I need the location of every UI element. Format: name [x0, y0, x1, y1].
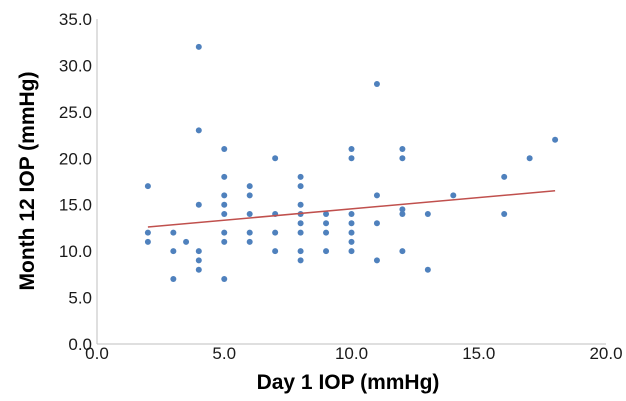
data-point	[323, 229, 330, 236]
data-point	[399, 155, 406, 162]
data-point	[195, 248, 202, 255]
y-axis-title: Month 12 IOP (mmHg)	[16, 72, 39, 291]
data-point	[195, 43, 202, 50]
data-point	[170, 229, 177, 236]
data-point	[373, 257, 380, 264]
data-point	[170, 276, 177, 282]
data-point	[195, 127, 202, 134]
x-axis-title: Day 1 IOP (mmHg)	[257, 371, 440, 394]
data-point	[272, 229, 279, 236]
data-points	[144, 43, 559, 282]
data-point	[221, 146, 228, 152]
y-tick-label: 15.0	[59, 196, 92, 215]
data-point	[399, 211, 406, 217]
x-tick-labels: 0.0 5.0 10.0 15.0 20.0	[85, 344, 622, 363]
data-point	[221, 173, 228, 180]
y-tick-label: 10.0	[59, 242, 92, 261]
data-point	[373, 220, 380, 227]
data-point	[246, 192, 253, 199]
data-point	[348, 211, 355, 217]
data-point	[424, 211, 431, 217]
data-point	[373, 81, 380, 87]
trendline	[147, 190, 556, 228]
y-tick-label: 20.0	[59, 149, 92, 168]
data-point	[297, 229, 304, 236]
data-point	[323, 211, 330, 217]
y-tick-labels: 0.0 5.0 10.0 15.0 20.0 25.0 30.0 35.0	[59, 10, 92, 354]
data-point	[246, 238, 253, 245]
data-point	[246, 229, 253, 236]
y-tick-label: 5.0	[68, 289, 92, 308]
data-point	[526, 155, 533, 162]
data-point	[424, 266, 431, 273]
data-point	[399, 206, 406, 213]
data-point	[450, 192, 457, 199]
data-point	[221, 238, 228, 245]
data-point	[221, 192, 228, 199]
y-tick-label: 0.0	[68, 335, 92, 354]
data-point	[323, 248, 330, 255]
data-point	[246, 211, 253, 217]
data-point	[297, 257, 304, 264]
data-point	[323, 220, 330, 227]
data-point	[348, 155, 355, 162]
data-point	[348, 248, 355, 255]
data-point	[373, 192, 380, 199]
x-tick-label: 10.0	[335, 344, 368, 363]
x-tick-label: 15.0	[462, 344, 495, 363]
data-point	[501, 173, 508, 180]
data-point	[297, 220, 304, 227]
data-point	[221, 276, 228, 282]
data-point	[272, 155, 279, 162]
data-point	[170, 248, 177, 255]
data-point	[183, 238, 190, 245]
data-point	[501, 211, 508, 217]
data-point	[297, 183, 304, 190]
x-tick-label: 5.0	[212, 344, 236, 363]
x-tick-label: 20.0	[589, 344, 622, 363]
data-point	[272, 248, 279, 255]
data-point	[221, 229, 228, 236]
data-point	[144, 238, 151, 245]
y-tick-label: 30.0	[59, 56, 92, 75]
data-point	[297, 173, 304, 180]
data-point	[221, 201, 228, 208]
data-point	[144, 229, 151, 236]
data-point	[348, 238, 355, 245]
x-tick-label: 0.0	[85, 344, 109, 363]
data-point	[297, 201, 304, 208]
data-point	[399, 146, 406, 152]
data-point	[195, 257, 202, 264]
data-point	[399, 248, 406, 255]
data-point	[246, 183, 253, 190]
data-point	[144, 183, 151, 190]
data-point	[221, 211, 228, 217]
data-point	[552, 136, 559, 143]
data-point	[195, 201, 202, 208]
data-point	[297, 248, 304, 255]
data-point	[348, 220, 355, 227]
data-point	[348, 229, 355, 236]
y-tick-label: 25.0	[59, 103, 92, 122]
y-tick-label: 35.0	[59, 10, 92, 29]
data-point	[348, 146, 355, 152]
data-point	[195, 266, 202, 273]
